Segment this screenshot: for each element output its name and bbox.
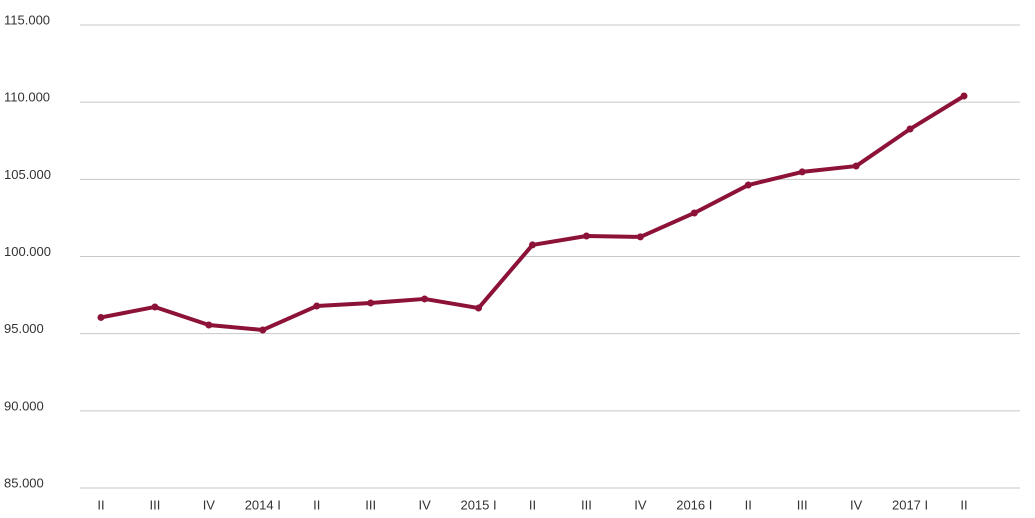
x-tick-label: IV bbox=[203, 497, 216, 512]
y-tick-label: 115.000 bbox=[4, 12, 50, 27]
x-tick-label: 2015 I bbox=[460, 497, 496, 512]
x-tick-label: III bbox=[581, 497, 592, 512]
point bbox=[313, 302, 321, 310]
point bbox=[690, 209, 698, 217]
point bbox=[798, 168, 806, 176]
y-tick-label: 90.000 bbox=[4, 398, 44, 413]
x-tick-label: II bbox=[745, 497, 752, 512]
x-tick-label: IV bbox=[418, 497, 431, 512]
point bbox=[852, 162, 860, 170]
y-tick-label: 85.000 bbox=[4, 475, 44, 490]
point bbox=[97, 313, 105, 321]
x-tick-label: IV bbox=[850, 497, 863, 512]
point bbox=[475, 304, 483, 312]
point bbox=[205, 321, 213, 329]
y-tick-label: 105.000 bbox=[4, 167, 51, 182]
point bbox=[744, 181, 752, 189]
y-tick-label: 110.000 bbox=[4, 90, 50, 105]
x-tick-label: II bbox=[529, 497, 536, 512]
x-tick-label: III bbox=[365, 497, 376, 512]
x-tick-label: II bbox=[960, 497, 967, 512]
point bbox=[421, 295, 429, 303]
y-tick-label: 95.000 bbox=[4, 321, 44, 336]
x-tick-label: III bbox=[797, 497, 808, 512]
point bbox=[528, 241, 536, 249]
point bbox=[906, 125, 914, 133]
x-tick-label: 2016 I bbox=[676, 497, 712, 512]
point bbox=[151, 303, 159, 311]
x-tick-label: III bbox=[149, 497, 160, 512]
point bbox=[582, 232, 590, 240]
point bbox=[636, 233, 644, 241]
x-tick-label: 2017 I bbox=[892, 497, 928, 512]
y-tick-label: 100.000 bbox=[4, 244, 51, 259]
point bbox=[367, 299, 375, 307]
point bbox=[259, 326, 267, 334]
x-tick-label: II bbox=[97, 497, 104, 512]
x-tick-label: II bbox=[313, 497, 320, 512]
x-tick-label: 2014 I bbox=[245, 497, 281, 512]
point bbox=[960, 92, 968, 100]
x-tick-label: IV bbox=[634, 497, 647, 512]
series-line bbox=[100, 94, 966, 332]
